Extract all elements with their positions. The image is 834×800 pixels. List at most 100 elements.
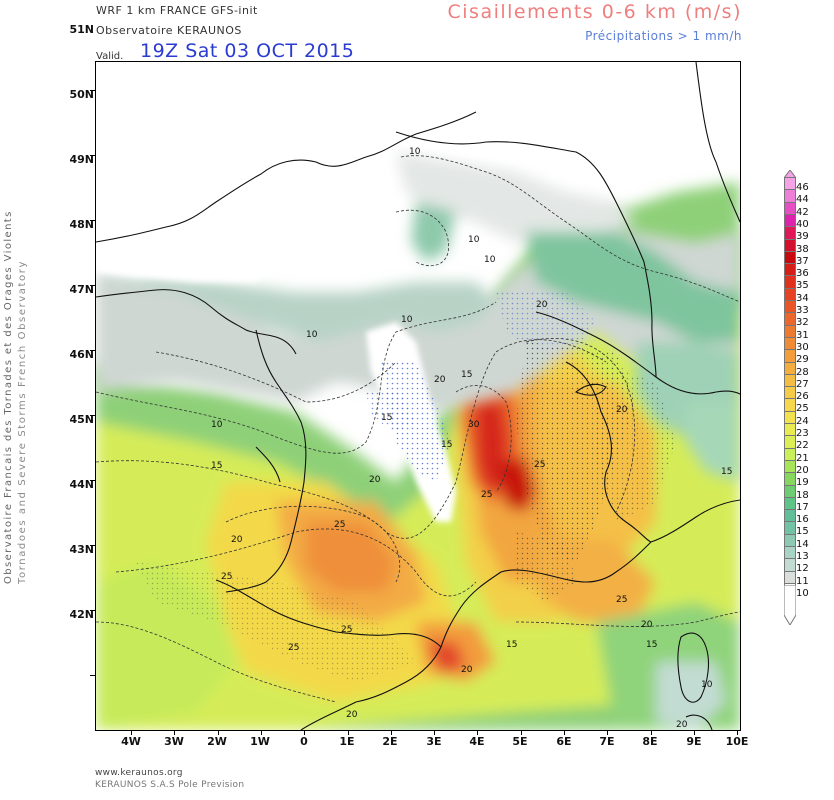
colorbar-top-arrow xyxy=(784,170,796,178)
contour-label: 15 xyxy=(646,640,657,650)
lat-tick xyxy=(90,155,95,156)
colorbar-label: 34 xyxy=(796,292,809,304)
colorbar-label: 38 xyxy=(796,243,809,255)
colorbar-label: 27 xyxy=(796,378,809,390)
lat-label: 48N xyxy=(69,218,94,231)
colorbar-swatch xyxy=(784,361,796,375)
lon-tick xyxy=(260,730,262,735)
lon-label: 3W xyxy=(164,735,184,748)
lat-tick xyxy=(90,415,95,416)
footer-url: www.keraunos.org xyxy=(95,768,183,778)
contour-label: 10 xyxy=(484,255,496,265)
lon-label: 3E xyxy=(426,735,442,748)
colorbar-swatch xyxy=(784,533,796,547)
footer-company: KERAUNOS S.A.S Pole Prevision xyxy=(95,780,245,790)
lat-label: 50N xyxy=(69,88,94,101)
colorbar xyxy=(784,177,796,597)
brittany-coast xyxy=(96,289,297,355)
colorbar-swatch xyxy=(784,496,796,511)
colorbar-swatch xyxy=(784,459,796,474)
benelux-border xyxy=(395,131,645,263)
lat-tick xyxy=(90,610,95,611)
colorbar-swatch xyxy=(784,472,796,486)
contour-label: 20 xyxy=(434,375,446,385)
lon-label: 7E xyxy=(599,735,615,748)
rhine-border xyxy=(643,261,657,378)
colorbar-label: 35 xyxy=(796,280,809,292)
colorbar-label: 25 xyxy=(796,403,809,415)
contour-label: 15 xyxy=(441,440,452,450)
mediterranean-coast xyxy=(440,541,652,648)
contour-label: 25 xyxy=(534,460,545,470)
lat-tick xyxy=(90,350,95,351)
colorbar-swatch xyxy=(784,213,796,228)
italy-coast xyxy=(650,499,740,543)
lon-tick xyxy=(477,730,479,735)
lat-label: 46N xyxy=(69,348,94,361)
contour-label: 15 xyxy=(211,461,222,471)
colorbar-label: 36 xyxy=(796,268,809,280)
colorbar-swatch xyxy=(784,324,796,338)
colorbar-label: 23 xyxy=(796,428,809,439)
colorbar-swatch xyxy=(784,349,796,363)
colorbar-swatch xyxy=(784,263,796,277)
colorbar-swatch xyxy=(784,558,796,572)
lon-tick xyxy=(434,730,436,735)
lon-tick xyxy=(564,730,565,735)
colorbar-label: 11 xyxy=(796,575,809,587)
lat-tick xyxy=(90,675,95,676)
contour-label: 10 xyxy=(306,330,318,340)
contour-label: 15 xyxy=(381,413,392,423)
corsica-island xyxy=(677,632,710,703)
contour-label: 10 xyxy=(468,235,480,245)
colorbar-label: 46 xyxy=(796,182,809,193)
colorbar-label: 12 xyxy=(796,563,809,575)
colorbar-label: 17 xyxy=(796,501,809,513)
lon-tick xyxy=(174,730,176,735)
valid-label: Valid. xyxy=(96,51,124,62)
lon-label: 9E xyxy=(686,735,702,748)
contour-label: 20 xyxy=(641,620,653,630)
lon-tick xyxy=(304,730,306,735)
colorbar-label: 42 xyxy=(796,206,809,218)
german-border xyxy=(695,62,740,223)
colorbar-label: 44 xyxy=(796,194,809,206)
colorbar-swatch xyxy=(784,423,796,437)
contour-label: 20 xyxy=(461,665,473,675)
contour-label: 10 xyxy=(211,420,223,430)
lon-tick xyxy=(693,730,695,735)
lat-label: 44N xyxy=(69,478,94,491)
colorbar-label: 32 xyxy=(796,317,809,329)
lon-label: 1W xyxy=(250,735,270,748)
colorbar-label: 31 xyxy=(796,329,809,341)
contour-label: 15 xyxy=(506,640,517,650)
gironde-estuary xyxy=(255,446,281,483)
valid-time: 19Z Sat 03 OCT 2015 xyxy=(140,40,355,62)
lon-label: 8E xyxy=(642,735,658,748)
colorbar-label: 29 xyxy=(796,354,809,366)
colorbar-label: 19 xyxy=(796,477,809,489)
contour-label: 20 xyxy=(346,710,358,720)
observatory-title: Observatoire KERAUNOS xyxy=(96,24,242,37)
colorbar-label: 15 xyxy=(796,526,809,538)
lat-label: 42N xyxy=(69,608,94,621)
colorbar-label: 10 xyxy=(796,587,809,599)
colorbar-swatch xyxy=(784,300,796,314)
lon-label: 4E xyxy=(469,735,485,748)
lon-tick xyxy=(131,730,132,735)
colorbar-swatch xyxy=(784,410,796,424)
lon-label: 6E xyxy=(556,735,572,748)
contour-label: 20 xyxy=(231,535,243,545)
spain-east-coast xyxy=(300,646,442,730)
colorbar-swatch xyxy=(784,201,796,215)
colorbar-swatch xyxy=(784,570,796,584)
sardinia-island xyxy=(685,714,713,730)
parameter-title: Cisaillements 0-6 km (m/s) xyxy=(447,1,742,23)
lon-label: 0 xyxy=(300,735,308,748)
lat-label: 43N xyxy=(69,543,94,556)
lon-tick xyxy=(520,730,522,735)
contour-label: 20 xyxy=(369,475,381,485)
contour-label: 25 xyxy=(616,595,627,605)
contour-label: 15 xyxy=(721,467,732,477)
lat-label: 45N xyxy=(69,413,94,426)
